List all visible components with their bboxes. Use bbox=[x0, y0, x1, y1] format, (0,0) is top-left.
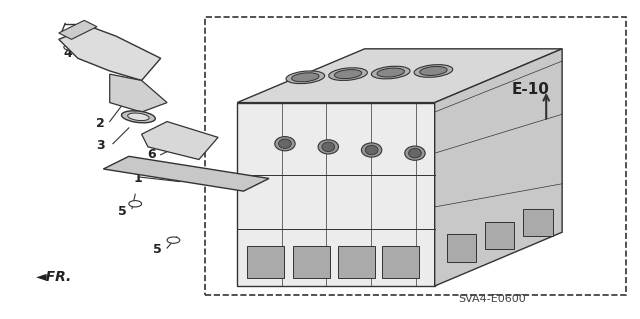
Polygon shape bbox=[237, 103, 435, 286]
Ellipse shape bbox=[127, 113, 149, 121]
Ellipse shape bbox=[371, 66, 410, 79]
Ellipse shape bbox=[414, 65, 452, 77]
Text: 5: 5 bbox=[118, 205, 127, 218]
Text: SVA4-E0600: SVA4-E0600 bbox=[458, 293, 526, 304]
FancyBboxPatch shape bbox=[485, 222, 515, 249]
FancyBboxPatch shape bbox=[524, 209, 552, 236]
Polygon shape bbox=[59, 27, 161, 80]
FancyBboxPatch shape bbox=[293, 247, 330, 278]
Text: 2: 2 bbox=[96, 117, 104, 130]
Ellipse shape bbox=[334, 70, 362, 78]
FancyBboxPatch shape bbox=[338, 247, 375, 278]
FancyBboxPatch shape bbox=[447, 234, 476, 262]
Text: 4: 4 bbox=[64, 47, 73, 60]
Text: 6: 6 bbox=[147, 148, 156, 161]
FancyBboxPatch shape bbox=[383, 247, 419, 278]
Polygon shape bbox=[103, 156, 269, 191]
Text: 3: 3 bbox=[96, 139, 104, 152]
Polygon shape bbox=[109, 74, 167, 112]
Ellipse shape bbox=[286, 71, 324, 84]
Ellipse shape bbox=[377, 68, 404, 77]
Ellipse shape bbox=[329, 68, 367, 80]
Ellipse shape bbox=[292, 73, 319, 82]
Polygon shape bbox=[435, 49, 562, 286]
FancyBboxPatch shape bbox=[246, 247, 284, 278]
Polygon shape bbox=[141, 122, 218, 160]
Circle shape bbox=[167, 237, 180, 243]
Circle shape bbox=[129, 201, 141, 207]
Text: 5: 5 bbox=[153, 243, 162, 256]
Ellipse shape bbox=[122, 111, 156, 123]
Text: ◄FR.: ◄FR. bbox=[36, 270, 73, 284]
Ellipse shape bbox=[408, 148, 421, 158]
Ellipse shape bbox=[318, 140, 339, 154]
Polygon shape bbox=[59, 20, 97, 39]
Ellipse shape bbox=[362, 143, 382, 157]
Text: 1: 1 bbox=[134, 172, 143, 185]
Ellipse shape bbox=[322, 142, 335, 152]
Ellipse shape bbox=[420, 66, 447, 76]
Circle shape bbox=[64, 44, 76, 50]
Ellipse shape bbox=[275, 137, 295, 151]
Ellipse shape bbox=[278, 139, 291, 148]
Ellipse shape bbox=[404, 146, 425, 160]
Polygon shape bbox=[237, 49, 562, 103]
Text: E-10: E-10 bbox=[511, 82, 549, 97]
Ellipse shape bbox=[365, 145, 378, 155]
